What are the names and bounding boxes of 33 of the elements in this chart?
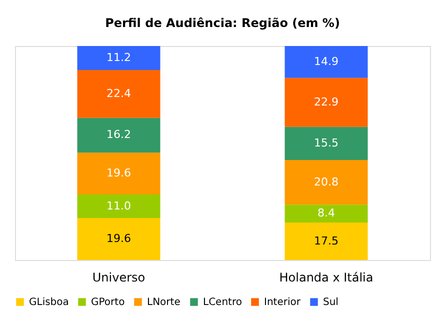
x-tick-label: Universo (92, 270, 146, 284)
legend-label: Sul (323, 297, 338, 308)
data-label: 15.5 (314, 136, 338, 150)
bar (77, 152, 160, 195)
data-label: 22.9 (314, 95, 338, 108)
data-label: 16.2 (106, 128, 131, 142)
data-label: 14.9 (314, 54, 338, 68)
legend-label: LCentro (203, 297, 242, 308)
data-label: 11.0 (106, 199, 131, 212)
data-label: 19.6 (106, 232, 131, 246)
legend-label: LNorte (147, 297, 180, 308)
bar (284, 160, 368, 205)
bar (77, 194, 160, 218)
data-label: 22.4 (106, 86, 131, 100)
bar (77, 218, 160, 260)
legend-label: Interior (264, 297, 302, 308)
x-tick-label: Holanda x Itália (279, 270, 374, 284)
chart-title: Perfil de Audiência: Região (em %) (105, 16, 340, 30)
legend-label: GLisboa (29, 297, 69, 308)
data-label: 11.2 (106, 50, 131, 64)
data-label: 19.6 (106, 166, 131, 180)
bar (284, 46, 368, 78)
bar (77, 118, 160, 153)
data-label: 20.8 (314, 175, 338, 188)
legend-label: GPorto (91, 297, 125, 308)
bar (77, 70, 160, 118)
data-label: 8.4 (318, 206, 335, 220)
bar (77, 46, 160, 70)
bar (284, 126, 368, 160)
bar (284, 222, 368, 260)
data-label: 17.5 (314, 234, 338, 248)
bar (284, 204, 368, 223)
bar (284, 78, 368, 127)
